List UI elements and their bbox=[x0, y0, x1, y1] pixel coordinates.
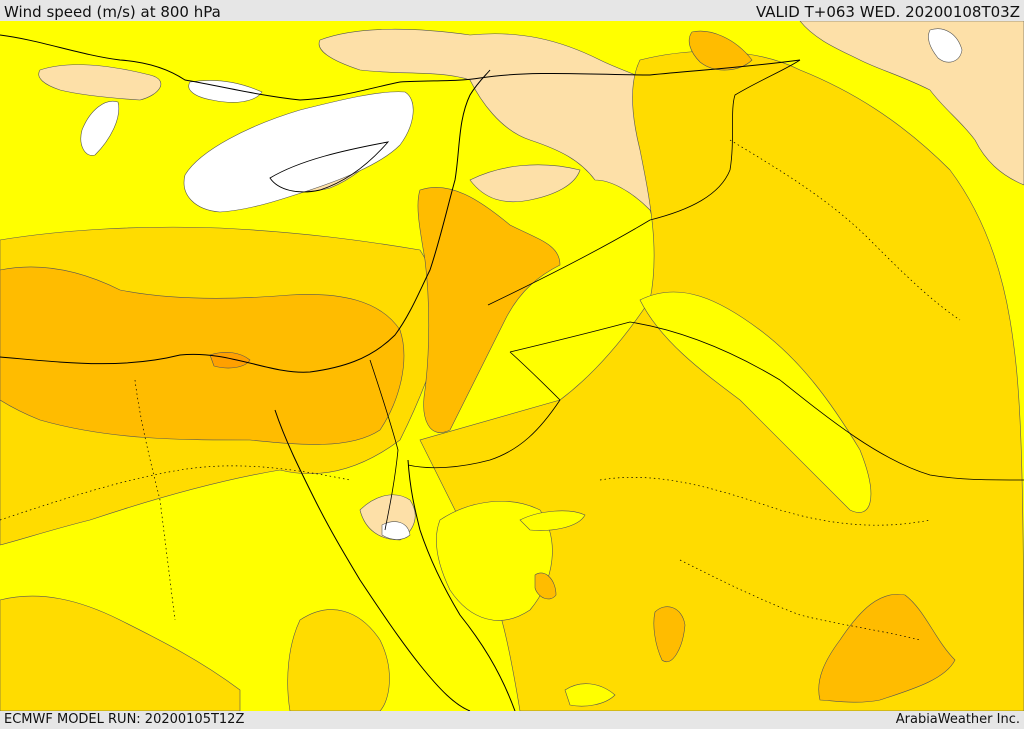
orange-spot-1 bbox=[653, 606, 686, 663]
map-footer: ECMWF MODEL RUN: 20200105T12Z ArabiaWeat… bbox=[0, 711, 1024, 729]
gold-region-red-sea bbox=[287, 609, 390, 711]
dotted-boundary-5 bbox=[679, 559, 921, 641]
orange-region-ne-small bbox=[688, 30, 753, 71]
tan-region-west bbox=[38, 64, 162, 101]
model-run-label: ECMWF MODEL RUN: 20200105T12Z bbox=[4, 712, 245, 727]
map-title: Wind speed (m/s) at 800 hPa bbox=[4, 3, 221, 21]
tan-region-syria bbox=[469, 164, 581, 203]
gold-region-south-west bbox=[0, 595, 241, 711]
tan-region-northeast bbox=[799, 21, 1024, 186]
yellow-patch-1 bbox=[519, 510, 586, 531]
calm-area-mediterranean bbox=[183, 91, 414, 213]
orange-spot-2 bbox=[534, 572, 557, 600]
dotted-boundary-4 bbox=[134, 379, 176, 621]
coastline-levant bbox=[0, 69, 491, 373]
coastline-cyprus bbox=[269, 141, 390, 193]
yellow-inner-arabia bbox=[436, 501, 553, 621]
calm-area-gulf bbox=[381, 521, 411, 540]
border-jordan bbox=[407, 351, 561, 469]
orange-region-southeast bbox=[818, 593, 956, 703]
border-iraq bbox=[487, 59, 801, 306]
calm-area-ne-lake bbox=[928, 28, 963, 63]
coastline-red-sea-west bbox=[274, 409, 471, 711]
coastline-anatolia bbox=[0, 34, 801, 101]
credit-label: ArabiaWeather Inc. bbox=[895, 712, 1020, 727]
wind-speed-map[interactable] bbox=[0, 21, 1024, 711]
map-canvas bbox=[0, 21, 1024, 711]
map-header: Wind speed (m/s) at 800 hPa VALID T+063 … bbox=[0, 0, 1024, 21]
coastline-red-sea-east bbox=[407, 459, 516, 711]
calm-area-aegean bbox=[80, 100, 120, 156]
yellow-cut-east bbox=[639, 291, 872, 513]
calm-area-north bbox=[188, 80, 263, 103]
orange-band-egypt bbox=[0, 266, 405, 445]
orange-band-levant bbox=[417, 187, 561, 433]
dotted-boundary-3 bbox=[729, 139, 961, 321]
yellow-patch-2 bbox=[564, 683, 616, 707]
valid-time: VALID T+063 WED. 20200108T03Z bbox=[755, 3, 1020, 21]
dotted-boundary-1 bbox=[0, 465, 351, 521]
border-saudi-north bbox=[509, 321, 1024, 481]
border-egypt-sinai bbox=[369, 359, 399, 531]
